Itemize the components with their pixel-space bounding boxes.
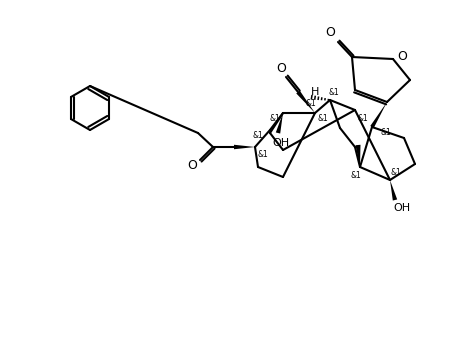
Text: &1: &1 bbox=[258, 149, 268, 158]
Text: O: O bbox=[397, 49, 407, 62]
Polygon shape bbox=[370, 102, 387, 128]
Text: &1: &1 bbox=[381, 128, 391, 137]
Text: O: O bbox=[276, 61, 286, 75]
Text: &1: &1 bbox=[351, 170, 361, 179]
Text: &1: &1 bbox=[270, 114, 280, 122]
Text: &1: &1 bbox=[306, 99, 316, 108]
Text: &1: &1 bbox=[358, 114, 369, 122]
Text: OH: OH bbox=[273, 138, 289, 148]
Text: OH: OH bbox=[394, 203, 410, 213]
Polygon shape bbox=[234, 145, 255, 149]
Polygon shape bbox=[276, 113, 283, 134]
Text: &1: &1 bbox=[391, 168, 401, 177]
Polygon shape bbox=[296, 91, 315, 113]
Text: H: H bbox=[311, 87, 319, 97]
Text: O: O bbox=[187, 158, 197, 171]
Polygon shape bbox=[355, 145, 360, 167]
Polygon shape bbox=[390, 180, 397, 200]
Text: &1: &1 bbox=[253, 130, 263, 139]
Text: &1: &1 bbox=[318, 114, 329, 122]
Text: O: O bbox=[325, 26, 335, 39]
Text: &1: &1 bbox=[329, 88, 339, 97]
